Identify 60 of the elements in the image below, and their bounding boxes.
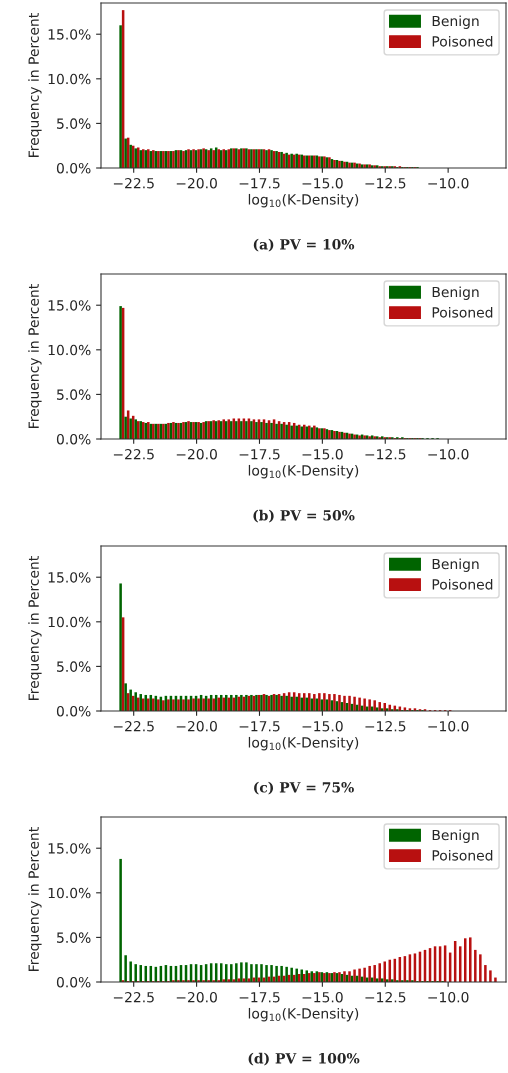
x-tick-label: −12.5 [365, 448, 406, 460]
y-tick-label: 15.0% [48, 300, 91, 311]
x-axis-title: log$_{10}$(K-Density) [248, 464, 359, 479]
x-tick-label: −22.5 [113, 991, 154, 1003]
y-axis-title: Frequency in Percent [28, 284, 42, 428]
y-tick-label: 10.0% [48, 344, 91, 356]
x-tick-label: −17.5 [239, 992, 280, 1003]
legend-label: Poisoned [432, 578, 493, 590]
x-tick-label: −22.5 [113, 448, 154, 460]
x-tick-label: −10.0 [428, 448, 469, 460]
x-tick-label: −22.5 [113, 720, 154, 732]
legend-label: Poisoned [432, 849, 493, 861]
x-tick-label: −20.0 [176, 991, 217, 1003]
x-tick-label: −17.5 [239, 449, 280, 460]
x-tick-label: −12.5 [365, 991, 406, 1003]
legend-label: Poisoned [432, 306, 493, 318]
x-tick-label: −10.0 [428, 720, 469, 732]
y-tick-label: 15.0% [48, 572, 91, 583]
y-tick-label: 0.0% [56, 976, 91, 988]
y-tick-label: 0.0% [56, 433, 91, 445]
x-tick-label: −22.5 [113, 177, 154, 189]
x-tick-label: −20.0 [176, 720, 217, 732]
x-axis-title: log$_{10}$(K-Density) [248, 193, 359, 208]
y-tick-label: 5.0% [57, 389, 91, 400]
x-tick-label: −10.0 [428, 177, 469, 189]
x-tick-label: −15.0 [302, 991, 343, 1003]
legend-label: Benign [432, 558, 479, 572]
text: (b) PV = 50% [253, 509, 355, 523]
y-tick-label: 5.0% [57, 118, 91, 129]
y-axis-title: Frequency in Percent [28, 556, 42, 700]
x-tick-label: −17.5 [239, 721, 280, 732]
legend-label: Benign [432, 829, 479, 843]
x-tick-label: −20.0 [176, 177, 217, 189]
x-tick-label: −20.0 [176, 448, 217, 460]
legend-label: Poisoned [432, 35, 493, 47]
x-tick-label: −12.5 [365, 177, 406, 189]
x-tick-label: −17.5 [239, 178, 280, 189]
legend-label: Benign [432, 15, 479, 29]
legend-label: Benign [432, 286, 479, 300]
y-tick-label: 15.0% [48, 843, 91, 854]
y-tick-label: 10.0% [48, 73, 91, 85]
y-tick-label: 0.0% [56, 162, 91, 174]
text: (a) PV = 10% [253, 238, 355, 252]
text: (c) PV = 75% [254, 781, 354, 795]
text: (d) PV = 100% [248, 1052, 360, 1066]
y-tick-label: 10.0% [48, 887, 91, 899]
x-tick-label: −15.0 [302, 448, 343, 460]
y-tick-label: 10.0% [48, 616, 91, 628]
x-tick-label: −12.5 [365, 720, 406, 732]
x-tick-label: −10.0 [428, 991, 469, 1003]
y-tick-label: 15.0% [48, 29, 91, 40]
y-tick-label: 0.0% [56, 705, 91, 717]
x-axis-title: log$_{10}$(K-Density) [248, 1007, 359, 1022]
y-tick-label: 5.0% [57, 661, 91, 672]
x-axis-title: log$_{10}$(K-Density) [248, 736, 359, 751]
y-axis-title: Frequency in Percent [28, 13, 42, 157]
y-axis-title: Frequency in Percent [28, 827, 42, 971]
x-tick-label: −15.0 [302, 177, 343, 189]
x-tick-label: −15.0 [302, 720, 343, 732]
y-tick-label: 5.0% [57, 932, 91, 943]
